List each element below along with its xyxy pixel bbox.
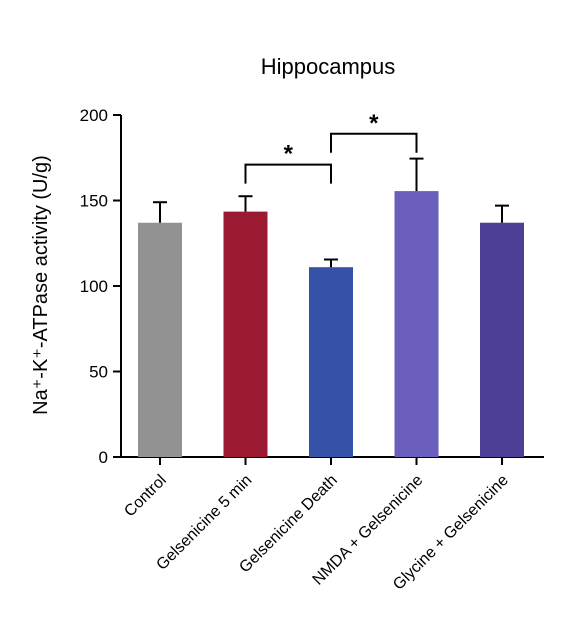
y-tick-label: 100 — [80, 277, 108, 296]
y-tick-label: 0 — [99, 448, 108, 467]
significance-bracket — [244, 163, 332, 184]
x-tick-label: Gelsenicine 5 min — [153, 472, 255, 574]
bar — [309, 267, 353, 457]
bars — [138, 191, 524, 457]
significance-star: * — [369, 110, 379, 137]
error-bars — [153, 157, 509, 268]
axes: 0 50 100 150 200 — [80, 106, 544, 467]
bar — [480, 222, 524, 457]
bar — [394, 191, 439, 457]
significance-star: * — [284, 141, 294, 168]
chart-title: Hippocampus — [261, 54, 396, 79]
x-tick-label: Control — [121, 472, 169, 520]
significance-brackets: ** — [244, 110, 418, 184]
y-tick-label: 50 — [89, 363, 108, 382]
significance-bracket — [330, 132, 418, 153]
bar — [138, 222, 182, 457]
y-axis-label: Na⁺-K⁺-ATPase activity (U/g) — [30, 155, 52, 415]
y-tick-label: 150 — [80, 192, 108, 211]
bar — [223, 211, 268, 457]
y-tick-label: 200 — [80, 106, 108, 125]
